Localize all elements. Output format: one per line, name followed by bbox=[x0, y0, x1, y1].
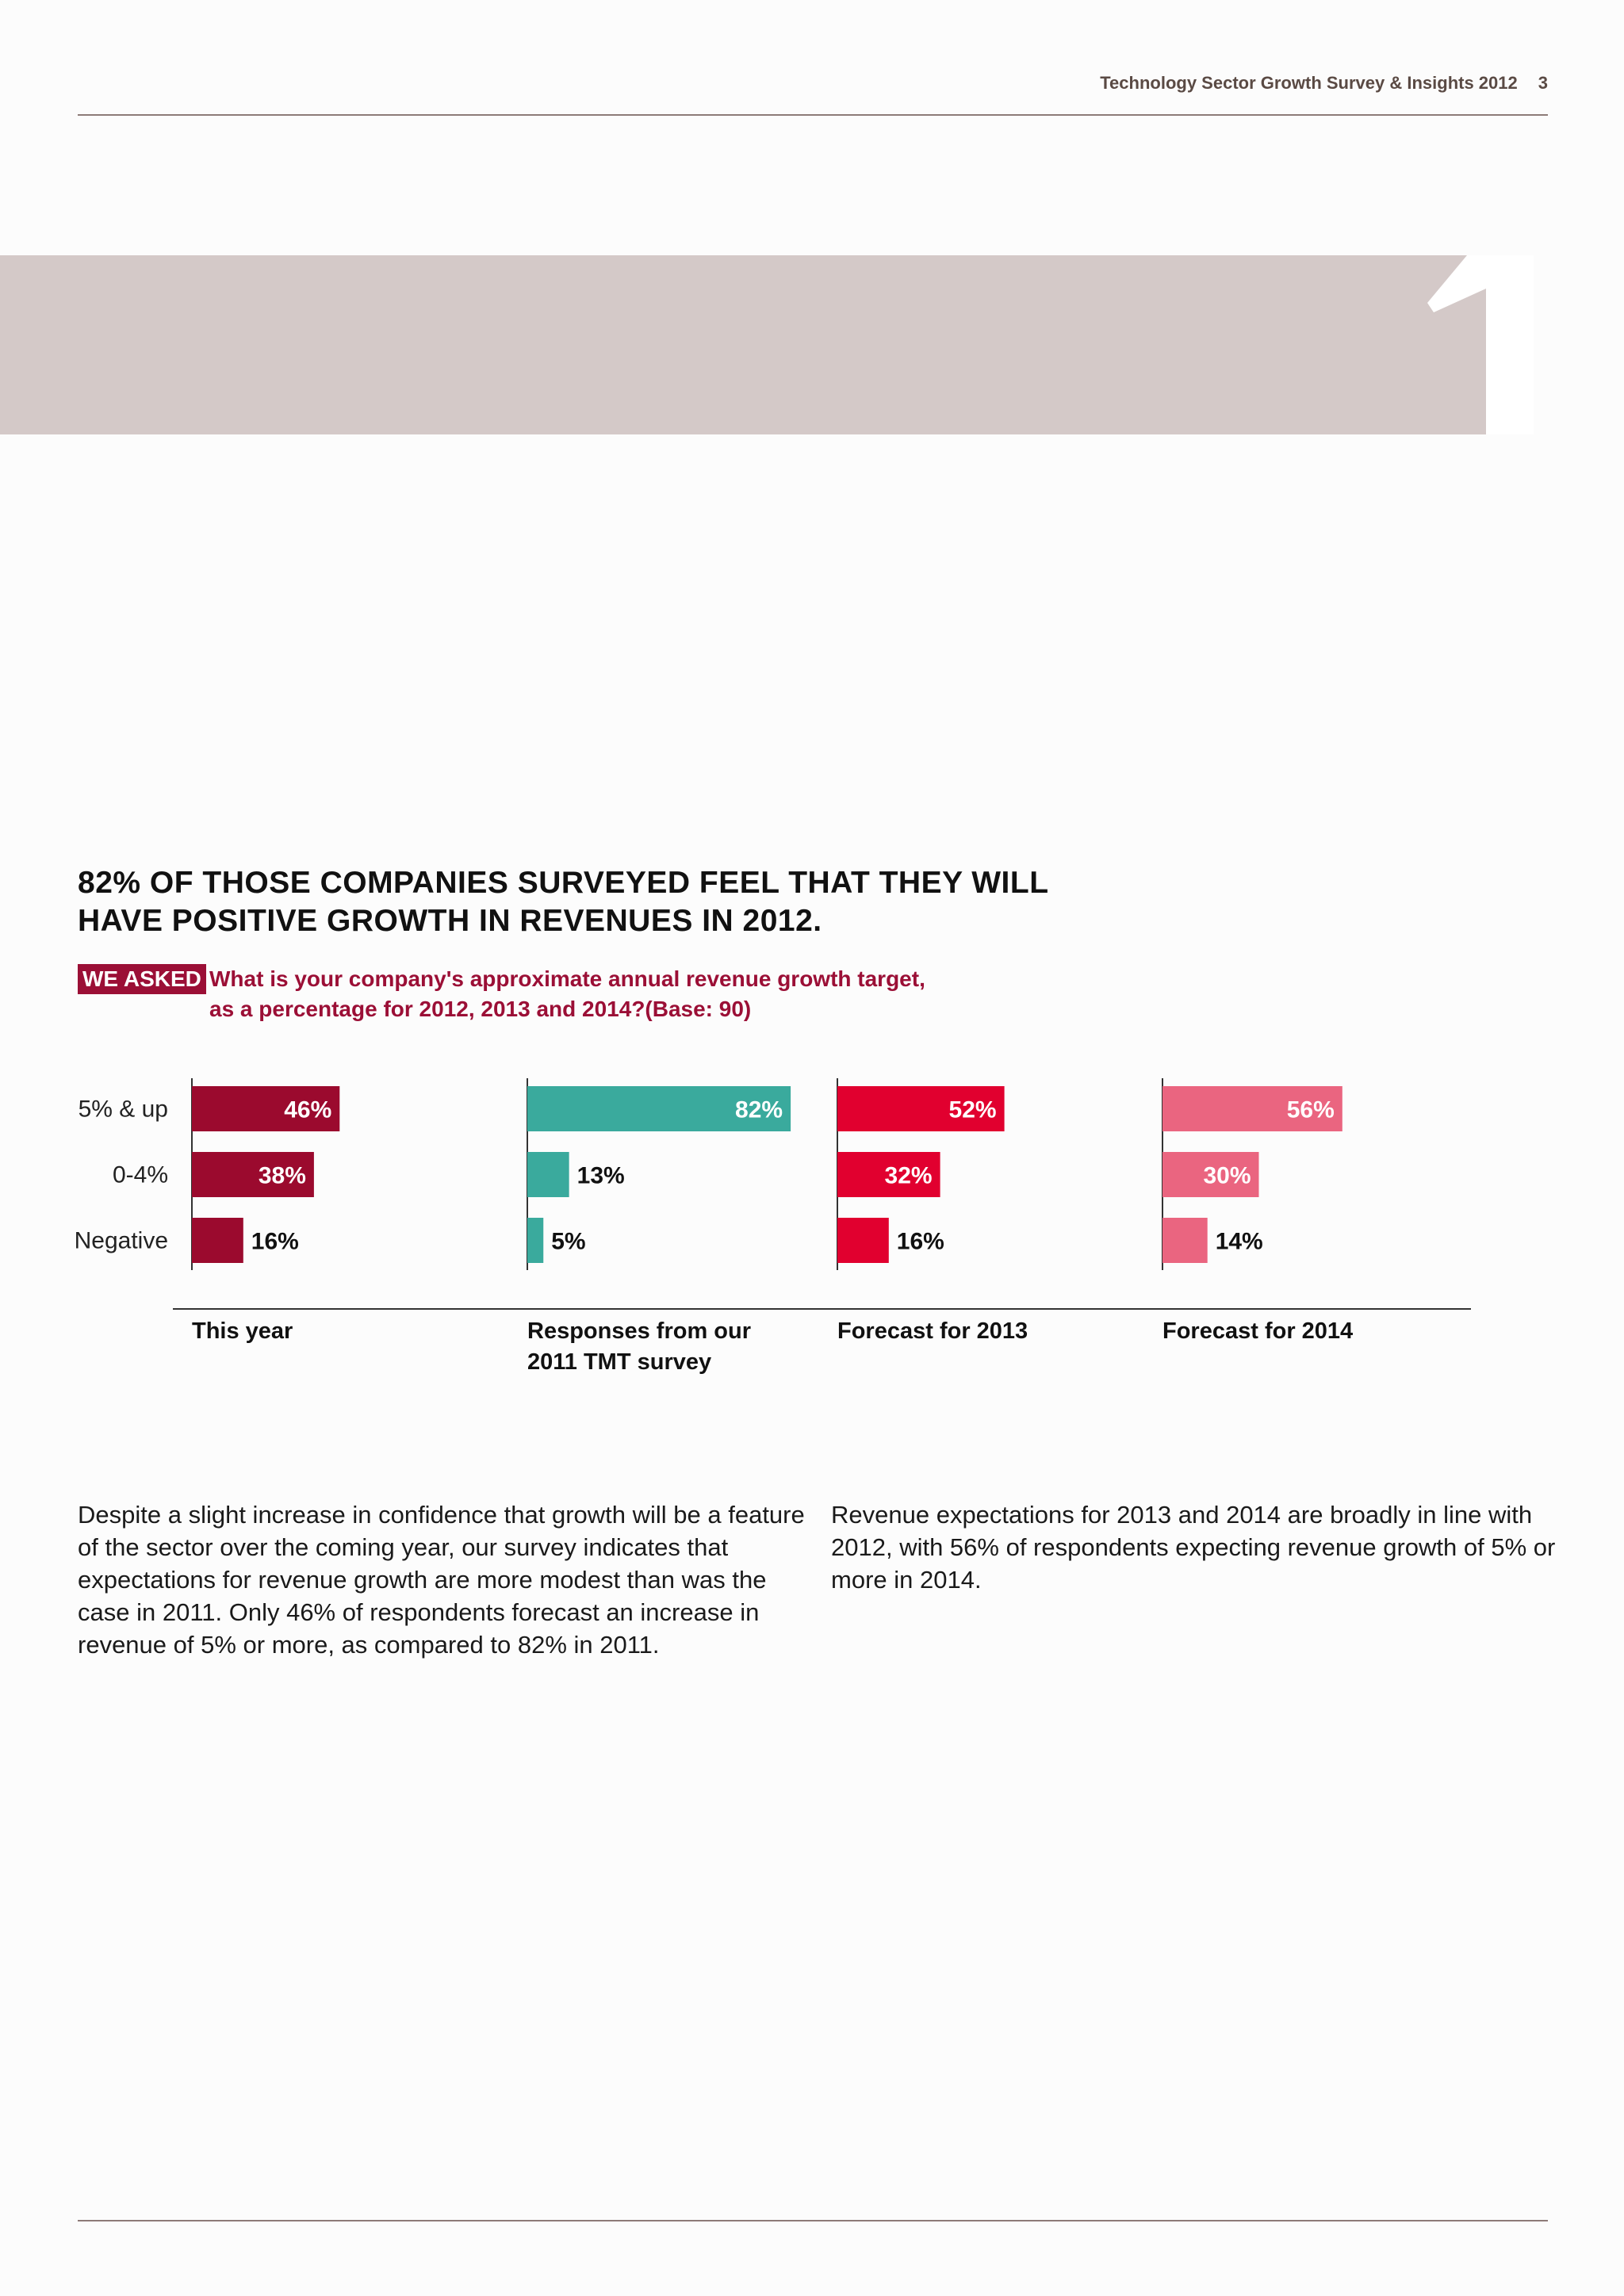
bar-4-negative bbox=[1162, 1218, 1208, 1263]
data-label-4-0-4: 30% bbox=[1203, 1163, 1251, 1189]
section-numeral: 1 bbox=[1427, 255, 1548, 434]
category-label-5-up: 5% & up bbox=[79, 1096, 168, 1123]
panel-label-this-year: This year bbox=[192, 1318, 293, 1344]
question-line-1: What is your company's approximate annua… bbox=[209, 966, 925, 991]
bottom-rule bbox=[78, 2220, 1548, 2221]
data-label-2-0-4: 13% bbox=[577, 1163, 625, 1189]
headline: 82% OF THOSE COMPANIES SURVEYED FEEL THA… bbox=[78, 866, 1048, 938]
data-label-2-5-up: 82% bbox=[735, 1097, 783, 1123]
panel-label-2013: Forecast for 2013 bbox=[837, 1318, 1028, 1344]
data-label-1-0-4: 38% bbox=[259, 1163, 306, 1189]
panel-label-2011-survey: Responses from our 2011 TMT survey bbox=[527, 1316, 797, 1378]
bar-1-0-4 bbox=[192, 1152, 314, 1197]
bar-4-5-up bbox=[1162, 1086, 1342, 1131]
body-text-right: Revenue expectations for 2013 and 2014 a… bbox=[831, 1501, 1556, 1594]
data-label-1-5-up: 46% bbox=[284, 1097, 331, 1123]
bar-2-0-4 bbox=[527, 1152, 569, 1197]
revenue-growth-chart: 5% & up 0-4% Negative 46% 38% 16% 82% 13% 5% 52% 3… bbox=[75, 1078, 1471, 1310]
data-label-3-5-up: 52% bbox=[949, 1097, 997, 1123]
data-label-3-negative: 16% bbox=[897, 1229, 944, 1255]
page-number: 3 bbox=[1538, 73, 1548, 93]
data-label-1-negative: 16% bbox=[251, 1229, 299, 1255]
bar-2-negative bbox=[527, 1218, 544, 1263]
panel-label-2014: Forecast for 2014 bbox=[1162, 1318, 1354, 1344]
question-line-2: as a percentage for 2012, 2013 and 2014?… bbox=[209, 997, 752, 1021]
data-label-2-negative: 5% bbox=[551, 1229, 585, 1255]
bar-2-5-up bbox=[527, 1086, 791, 1131]
running-header: Technology Sector Growth Survey & Insigh… bbox=[1100, 73, 1548, 94]
bar-3-5-up bbox=[837, 1086, 1005, 1131]
section-band bbox=[0, 255, 1486, 434]
bar-1-5-up bbox=[192, 1086, 340, 1131]
data-label-4-5-up: 56% bbox=[1287, 1097, 1335, 1123]
bar-1-negative bbox=[192, 1218, 243, 1263]
body-text-left: Despite a slight increase in confidence … bbox=[78, 1501, 805, 1659]
data-label-4-negative: 14% bbox=[1216, 1229, 1263, 1255]
top-rule bbox=[78, 114, 1548, 116]
panel-label-2011-line-2: 2011 TMT survey bbox=[527, 1349, 712, 1375]
bar-3-0-4 bbox=[837, 1152, 940, 1197]
bar-3-negative bbox=[837, 1218, 889, 1263]
panel-label-2011-line-1: Responses from our bbox=[527, 1318, 751, 1344]
data-label-3-0-4: 32% bbox=[885, 1163, 933, 1189]
survey-question: What is your company's approximate annua… bbox=[209, 964, 1002, 1024]
category-label-0-4: 0-4% bbox=[113, 1162, 168, 1188]
category-label-negative: Negative bbox=[75, 1228, 168, 1254]
we-asked-tag: WE ASKED bbox=[78, 964, 206, 994]
running-title: Technology Sector Growth Survey & Insigh… bbox=[1100, 73, 1518, 93]
bar-4-0-4 bbox=[1162, 1152, 1259, 1197]
